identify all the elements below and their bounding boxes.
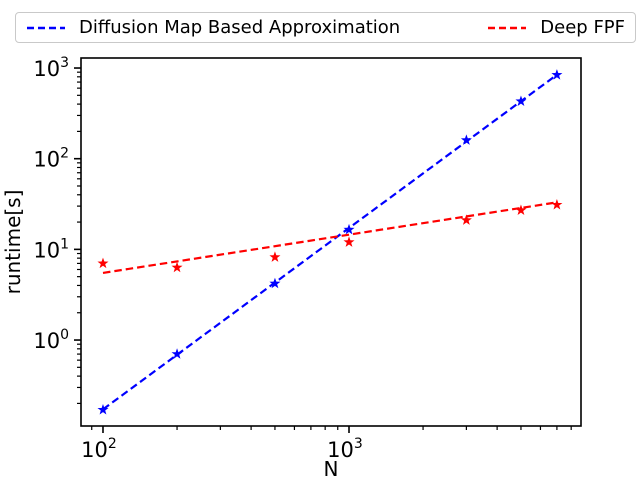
data-point-diffusion-map (97, 404, 109, 415)
legend: Diffusion Map Based Approximation Deep F… (15, 12, 636, 43)
dashed-line-sample-blue (27, 26, 65, 29)
data-point-deep-fpf (269, 251, 281, 262)
data-point-deep-fpf (551, 199, 563, 210)
data-point-deep-fpf (171, 261, 183, 273)
y-tick-label: 101 (33, 236, 69, 262)
data-point-diffusion-map (460, 134, 472, 145)
data-point-diffusion-map (171, 348, 183, 359)
x-tick-label: 102 (81, 436, 117, 462)
x-axis-label: N (324, 457, 339, 480)
data-point-diffusion-map (269, 277, 281, 289)
plot-marks (97, 69, 563, 415)
data-point-deep-fpf (515, 204, 527, 215)
legend-entry-deep-fpf: Deep FPF (487, 16, 625, 38)
data-point-deep-fpf (343, 236, 355, 247)
y-axis-label: runtime[s] (1, 190, 25, 295)
fit-line-deep-fpf (102, 201, 558, 274)
legend-label-deep-fpf: Deep FPF (540, 16, 625, 38)
data-point-deep-fpf (460, 214, 472, 225)
dashed-line-sample-red (488, 26, 527, 29)
data-point-diffusion-map (343, 223, 355, 235)
legend-label-diffusion-map: Diffusion Map Based Approximation (79, 16, 401, 38)
y-tick-label: 103 (33, 55, 69, 81)
y-tick-label: 100 (33, 327, 69, 353)
legend-entry-diffusion-map: Diffusion Map Based Approximation (26, 16, 401, 38)
axis-ticks: 102 103 100 101 102 103 (33, 55, 572, 462)
data-point-diffusion-map (515, 95, 527, 106)
y-tick-label: 102 (33, 146, 69, 172)
x-tick-label: 103 (327, 436, 363, 462)
plot-border (80, 57, 582, 427)
data-point-deep-fpf (97, 257, 109, 269)
fit-line-diffusion-map (102, 73, 558, 411)
data-point-diffusion-map (551, 69, 563, 80)
